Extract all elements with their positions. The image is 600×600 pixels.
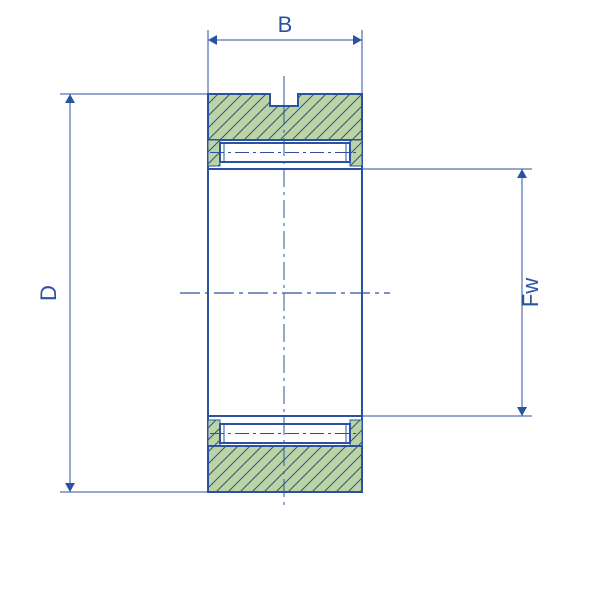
outer-diameter-label: D (36, 285, 61, 301)
outer-ring-top (208, 94, 362, 140)
inner-diameter-label: Fw (518, 278, 543, 307)
outer-ring-bottom (208, 446, 362, 492)
width-label: B (278, 12, 293, 37)
